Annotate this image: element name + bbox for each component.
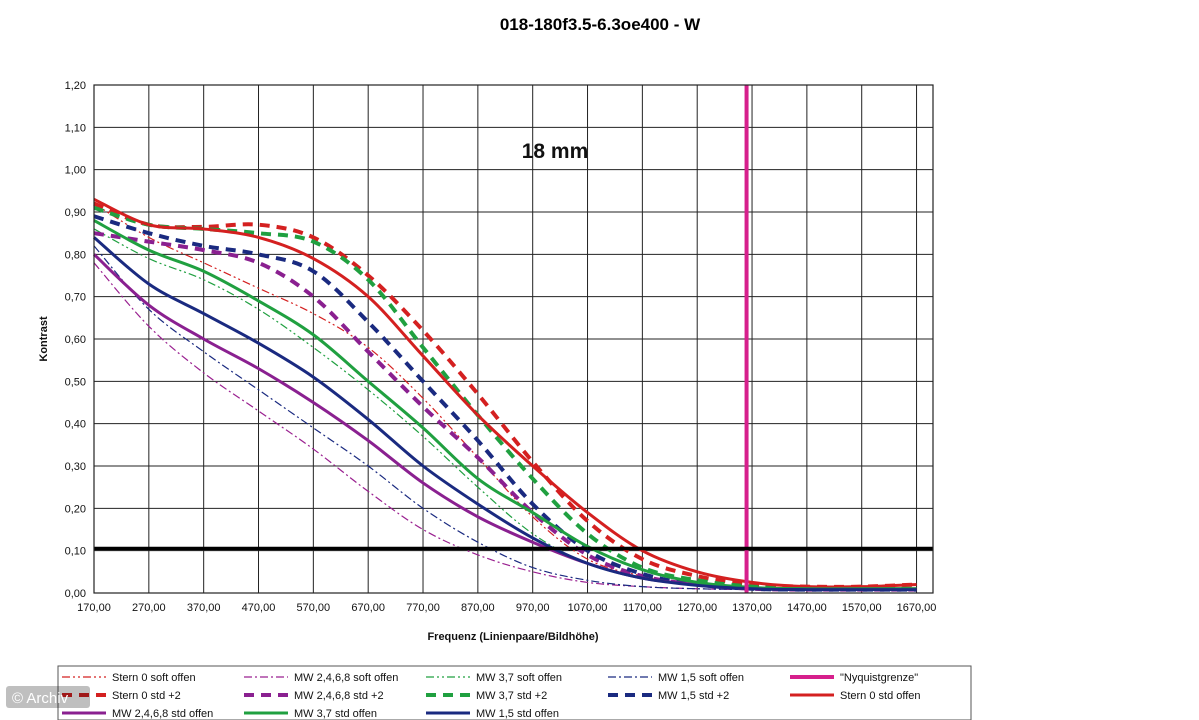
legend-entry: MW 3,7 soft offen (476, 672, 562, 684)
y-tick-label: 0,70 (65, 292, 86, 304)
y-axis-label: Kontrast (38, 316, 50, 362)
y-tick-label: 0,80 (65, 249, 86, 261)
y-tick-labels: 0,00 0,10 0,20 0,30 0,40 0,50 0,60 0,70 0,80 0,90… (65, 80, 86, 600)
y-tick-label: 0,90 (65, 207, 86, 219)
watermark-text: © Archiv (12, 690, 69, 707)
series-line (93, 197, 917, 589)
x-tick-label: 770,00 (406, 602, 440, 614)
y-tick-label: 0,10 (65, 546, 86, 558)
legend-entry: MW 2,4,6,8 std +2 (294, 690, 384, 702)
y-tick-label: 0,20 (65, 503, 86, 515)
legend-entry: MW 3,7 std offen (294, 708, 377, 720)
series-line (92, 253, 917, 591)
legend-entry: MW 2,4,6,8 soft offen (294, 672, 398, 684)
x-axis-label: Frequenz (Linienpaare/Bildhöhe) (427, 631, 598, 643)
x-tick-label: 1370,00 (732, 602, 772, 614)
x-tick-label: 1670,00 (897, 602, 937, 614)
reference-lines (94, 85, 933, 593)
plot-frame (93, 84, 934, 594)
y-tick-label: 0,50 (65, 376, 86, 388)
x-tick-label: 1170,00 (623, 602, 662, 614)
legend-entry: MW 2,4,6,8 std offen (112, 708, 213, 720)
x-tick-label: 1270,00 (677, 602, 717, 614)
watermark-backdrop (6, 686, 90, 708)
x-tick-label: 1070,00 (568, 602, 608, 614)
y-tick-label: 0,40 (65, 419, 86, 431)
series-line (93, 219, 917, 591)
y-tick-label: 0,00 (65, 588, 86, 600)
series-line (93, 245, 917, 592)
legend-entry: Stern 0 soft offen (112, 672, 196, 684)
series-line (93, 228, 917, 591)
series-line (93, 236, 917, 592)
legend-entry: MW 1,5 std offen (476, 708, 559, 720)
x-tick-labels: 170,00 270,00 370,00 470,00 570,00 670,00 770,… (77, 602, 936, 614)
x-tick-label: 170,00 (77, 602, 111, 614)
series-line (93, 231, 917, 592)
x-tick-label: 370,00 (187, 602, 221, 614)
y-tick-label: 0,30 (65, 461, 86, 473)
x-tick-label: 870,00 (461, 602, 495, 614)
series-line (93, 262, 917, 592)
legend: Stern 0 soft offen MW 2,4,6,8 soft offen M… (62, 672, 921, 720)
chart-title: 018-180f3.5-6.3oe400 - W (500, 15, 701, 34)
legend-entry: MW 1,5 std +2 (658, 690, 729, 702)
legend-entry: MW 3,7 std +2 (476, 690, 547, 702)
focal-length-annotation: 18 mm (522, 140, 589, 163)
x-tick-label: 570,00 (297, 602, 331, 614)
x-tick-label: 1570,00 (842, 602, 882, 614)
legend-entry: Stern 0 std offen (840, 690, 921, 702)
series-line (93, 214, 917, 592)
x-tick-label: 670,00 (351, 602, 385, 614)
y-tick-label: 1,10 (65, 122, 86, 134)
x-tick-label: 970,00 (516, 602, 550, 614)
x-tick-label: 1470,00 (787, 602, 827, 614)
grid (93, 84, 933, 594)
series-layer (92, 197, 917, 592)
y-tick-label: 1,00 (65, 165, 86, 177)
legend-entry: "Nyquistgrenze" (840, 672, 918, 684)
legend-entry: Stern 0 std +2 (112, 690, 181, 702)
legend-entry: MW 1,5 soft offen (658, 672, 744, 684)
y-tick-label: 0,60 (65, 334, 86, 346)
x-tick-label: 270,00 (132, 602, 166, 614)
y-tick-label: 1,20 (65, 80, 86, 92)
x-tick-label: 470,00 (242, 602, 276, 614)
